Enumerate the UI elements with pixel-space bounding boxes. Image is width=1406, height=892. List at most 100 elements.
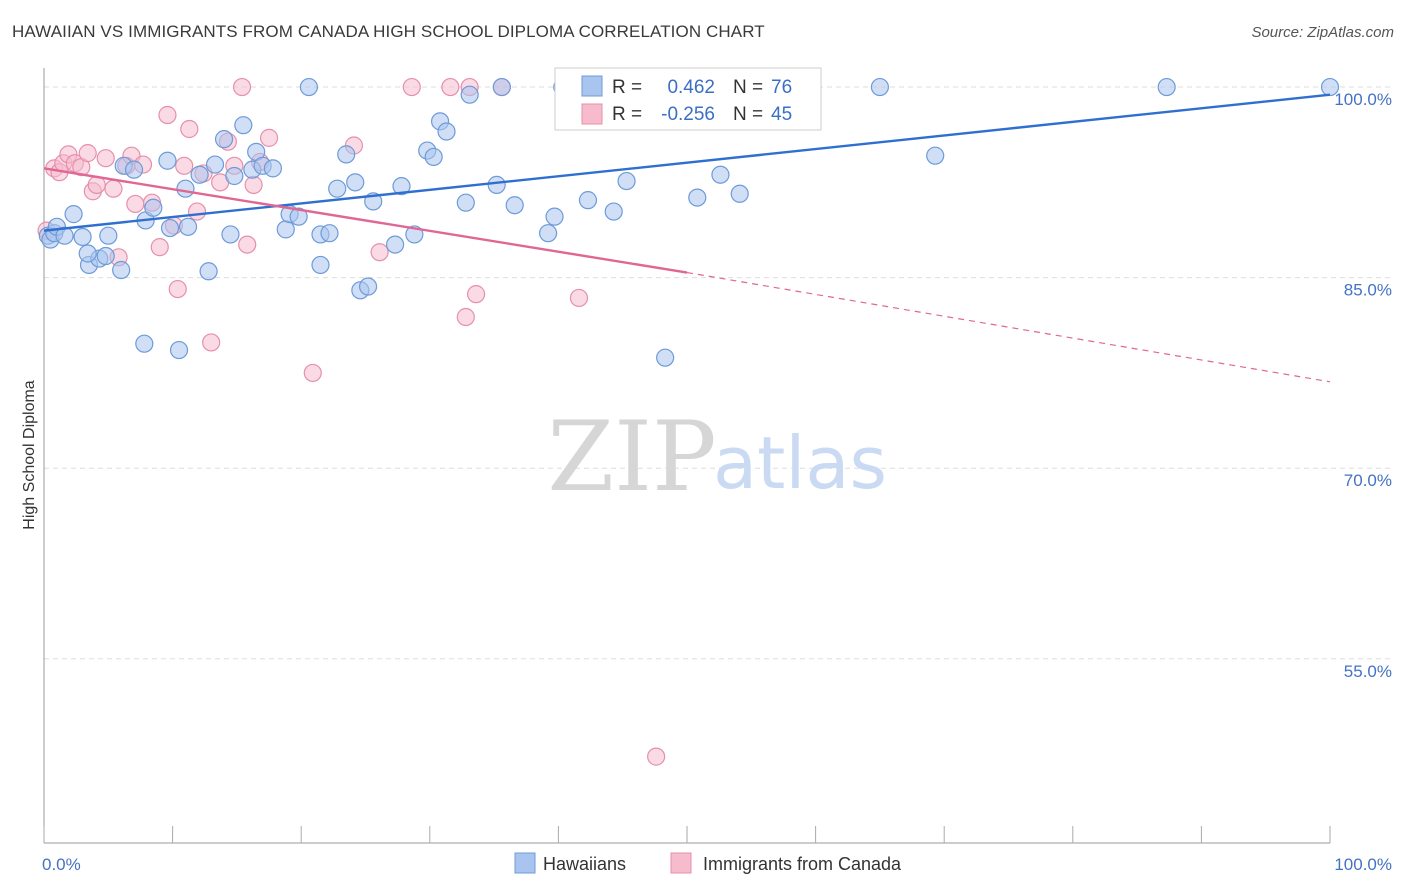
legend-hawaiians-label: Hawaiians: [543, 854, 626, 874]
hawaiians-point-74: [1157, 77, 1176, 97]
canada-point-44: [569, 288, 589, 308]
canada-point-31: [238, 235, 257, 254]
hawaiians-point-13: [112, 260, 131, 280]
canada-point-37: [370, 243, 389, 262]
hawaiians-point-59: [539, 224, 558, 243]
canada-point-21: [168, 279, 187, 299]
x-tick-label-1: 100.0%: [1334, 855, 1392, 874]
hawaiians-point-41: [328, 179, 347, 198]
y-tick-label-0: 100.0%: [1334, 90, 1392, 109]
series-hawaiians-points: [38, 77, 1340, 367]
hawaiians-point-10: [99, 226, 118, 245]
hawaiians-trend-line: [43, 93, 1331, 232]
hawaiians-point-55: [460, 85, 479, 104]
hawaiians-point-56: [487, 175, 506, 194]
hawaiians-point-29: [234, 116, 253, 135]
hawaiians-point-73: [926, 146, 945, 165]
series-legend: Hawaiians Immigrants from Canada: [514, 852, 902, 874]
legend-n-label-1: N =: [733, 77, 763, 98]
canada-point-38: [402, 77, 421, 97]
hawaiians-point-18: [158, 151, 177, 170]
hawaiians-point-23: [190, 165, 209, 184]
y-axis-label: High School Diploma: [21, 380, 38, 530]
hawaiians-point-42: [337, 145, 356, 164]
hawaiians-point-4: [55, 226, 74, 245]
hawaiians-point-40: [320, 224, 339, 243]
hawaiians-point-58: [505, 196, 524, 215]
source-credit: Source: ZipAtlas.com: [1251, 24, 1394, 41]
hawaiians-point-43: [346, 173, 365, 192]
legend-swatch-pink: [581, 103, 603, 125]
hawaiians-point-69: [688, 188, 707, 207]
hawaiians-point-21: [176, 179, 195, 198]
hawaiians-point-14: [124, 160, 144, 179]
hawaiians-point-5: [64, 205, 83, 224]
legend-r-label-2: R =: [612, 104, 642, 125]
canada-point-26: [202, 333, 221, 352]
y-tick-label-3: 55.0%: [1344, 662, 1392, 681]
canada-point-40: [456, 307, 475, 327]
watermark-atlas: atlas: [713, 421, 887, 505]
canada-point-11: [104, 179, 123, 198]
canada-point-30: [232, 77, 252, 97]
canada-point-18: [150, 238, 169, 257]
canada-point-34: [259, 128, 279, 147]
hawaiians-point-16: [135, 334, 154, 353]
hawaiians-point-22: [178, 217, 198, 236]
hawaiians-point-45: [358, 277, 378, 296]
correlation-legend: R = 0.462 N = 76 R = -0.256 N = 45: [554, 67, 822, 131]
legend-r-value-1: 0.462: [667, 77, 715, 98]
x-tick-label-0: 0.0%: [42, 855, 81, 874]
legend-swatch-blue: [581, 75, 603, 97]
trend-lines: [43, 93, 1331, 383]
hawaiians-point-25: [205, 155, 225, 174]
x-axis-ticks: [43, 826, 1331, 843]
hawaiians-point-51: [424, 147, 443, 167]
legend-n-label-2: N =: [733, 104, 763, 125]
hawaiians-point-64: [617, 171, 636, 191]
hawaiians-point-19: [160, 218, 180, 238]
legend-r-value-2: -0.256: [661, 104, 715, 125]
watermark: ZIP atlas: [547, 401, 887, 513]
canada-point-23: [180, 119, 199, 139]
legend-hawaiians-swatch: [514, 852, 536, 874]
hawaiians-point-20: [169, 340, 189, 360]
canada-point-35: [303, 363, 322, 383]
hawaiians-point-17: [144, 198, 163, 217]
legend-n-value-1: 76: [771, 77, 792, 98]
canada-point-32: [244, 175, 263, 194]
chart-title: HAWAIIAN VS IMMIGRANTS FROM CANADA HIGH …: [12, 22, 765, 41]
hawaiians-point-54: [456, 193, 475, 212]
canada-point-42: [466, 285, 486, 304]
hawaiians-point-27: [221, 225, 240, 244]
y-tick-label-1: 85.0%: [1344, 281, 1392, 300]
hawaiians-point-66: [656, 348, 675, 367]
hawaiians-point-28: [225, 166, 244, 186]
canada-point-15: [126, 194, 145, 214]
hawaiians-point-63: [604, 202, 623, 221]
legend-canada-swatch: [670, 852, 692, 874]
legend-canada-label: Immigrants from Canada: [703, 854, 902, 874]
canada-trend-line-dashed: [686, 271, 1331, 383]
canada-point-45: [647, 747, 666, 766]
canada-point-24: [187, 202, 207, 221]
hawaiians-point-70: [711, 165, 730, 184]
hawaiians-point-48: [392, 177, 411, 196]
y-axis-tick-labels: 100.0% 85.0% 70.0% 55.0%: [1334, 90, 1392, 681]
hawaiians-point-36: [289, 207, 308, 226]
hawaiians-point-60: [545, 207, 564, 226]
hawaiians-point-33: [263, 159, 283, 178]
hawaiians-point-6: [73, 227, 92, 247]
hawaiians-point-72: [870, 77, 890, 97]
hawaiians-point-37: [299, 77, 319, 97]
legend-r-label-1: R =: [612, 77, 642, 98]
hawaiians-point-62: [578, 191, 598, 210]
hawaiians-point-57: [492, 77, 511, 97]
legend-n-value-2: 45: [771, 104, 792, 125]
x-axis-tick-labels: 0.0% 100.0%: [42, 855, 1392, 874]
canada-point-7: [78, 144, 97, 163]
hawaiians-point-24: [199, 262, 218, 281]
hawaiians-point-9: [78, 244, 97, 263]
canada-point-10: [96, 149, 115, 168]
hawaiians-point-38: [311, 255, 330, 275]
